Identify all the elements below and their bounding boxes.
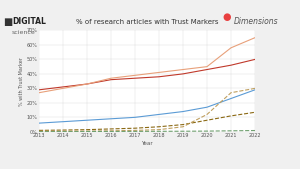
Code availability statement	[37, 92, 41, 94]
Data availability statement	[109, 118, 113, 120]
Code availability statement	[253, 37, 257, 39]
Code availability statement	[109, 77, 113, 79]
Funding statement	[157, 130, 161, 132]
Code availability statement	[157, 71, 161, 74]
Line: Funding statement: Funding statement	[39, 130, 255, 132]
Code availability statement	[61, 87, 65, 89]
Author contributions statement	[61, 86, 65, 88]
Funding statement	[133, 130, 137, 132]
Ethical approval statement	[37, 130, 41, 132]
Line: Data availability statement: Data availability statement	[39, 90, 255, 123]
Author contributions statement	[229, 64, 233, 66]
Conflict of interest statement	[109, 128, 113, 130]
Conflict of interest statement	[133, 127, 137, 129]
Text: ■: ■	[3, 17, 12, 27]
Ethical approval statement	[253, 87, 257, 89]
Data availability statement	[37, 122, 41, 124]
Y-axis label: % with Trust Marker: % with Trust Marker	[19, 57, 24, 106]
Ethical approval statement	[181, 126, 185, 128]
Funding statement	[109, 130, 113, 132]
Conflict of interest statement	[253, 111, 257, 113]
Author contributions statement	[253, 58, 257, 60]
Ethical approval statement	[61, 130, 65, 132]
Data availability statement	[229, 98, 233, 100]
Conflict of interest statement	[157, 126, 161, 128]
Text: DIGITAL: DIGITAL	[12, 17, 46, 26]
Ethical approval statement	[229, 92, 233, 94]
Ethical approval statement	[205, 113, 209, 115]
Title: % of research articles with Trust Markers: % of research articles with Trust Marker…	[76, 19, 218, 25]
Line: Ethical approval statement: Ethical approval statement	[39, 88, 255, 131]
Funding statement	[229, 130, 233, 132]
Code availability statement	[133, 74, 137, 76]
Ethical approval statement	[157, 129, 161, 131]
Text: science: science	[12, 30, 36, 35]
Data availability statement	[253, 89, 257, 91]
Data availability statement	[133, 116, 137, 118]
Author contributions statement	[205, 68, 209, 70]
Code availability statement	[229, 47, 233, 49]
Funding statement	[61, 131, 65, 133]
Conflict of interest statement	[229, 115, 233, 117]
Funding statement	[181, 130, 185, 132]
Author contributions statement	[157, 76, 161, 78]
Conflict of interest statement	[61, 129, 65, 131]
Ethical approval statement	[109, 130, 113, 132]
Data availability statement	[85, 119, 89, 121]
Line: Conflict of interest statement: Conflict of interest statement	[39, 112, 255, 130]
Funding statement	[85, 130, 89, 132]
Code availability statement	[85, 83, 89, 85]
Author contributions statement	[133, 77, 137, 79]
Conflict of interest statement	[85, 129, 89, 131]
Funding statement	[37, 131, 41, 133]
Author contributions statement	[85, 83, 89, 85]
Conflict of interest statement	[181, 124, 185, 126]
Text: Dimensions: Dimensions	[234, 17, 279, 26]
Text: ●: ●	[222, 12, 230, 22]
Data availability statement	[157, 113, 161, 115]
X-axis label: Year: Year	[141, 141, 153, 146]
Author contributions statement	[37, 89, 41, 91]
Code availability statement	[205, 66, 209, 68]
Data availability statement	[61, 121, 65, 123]
Author contributions statement	[109, 79, 113, 81]
Line: Author contributions statement: Author contributions statement	[39, 59, 255, 90]
Conflict of interest statement	[37, 129, 41, 131]
Funding statement	[253, 129, 257, 131]
Code availability statement	[181, 68, 185, 70]
Funding statement	[205, 130, 209, 132]
Author contributions statement	[181, 73, 185, 75]
Data availability statement	[205, 106, 209, 108]
Ethical approval statement	[85, 130, 89, 132]
Ethical approval statement	[133, 129, 137, 131]
Conflict of interest statement	[205, 119, 209, 121]
Line: Code availability statement: Code availability statement	[39, 38, 255, 93]
Data availability statement	[181, 111, 185, 113]
